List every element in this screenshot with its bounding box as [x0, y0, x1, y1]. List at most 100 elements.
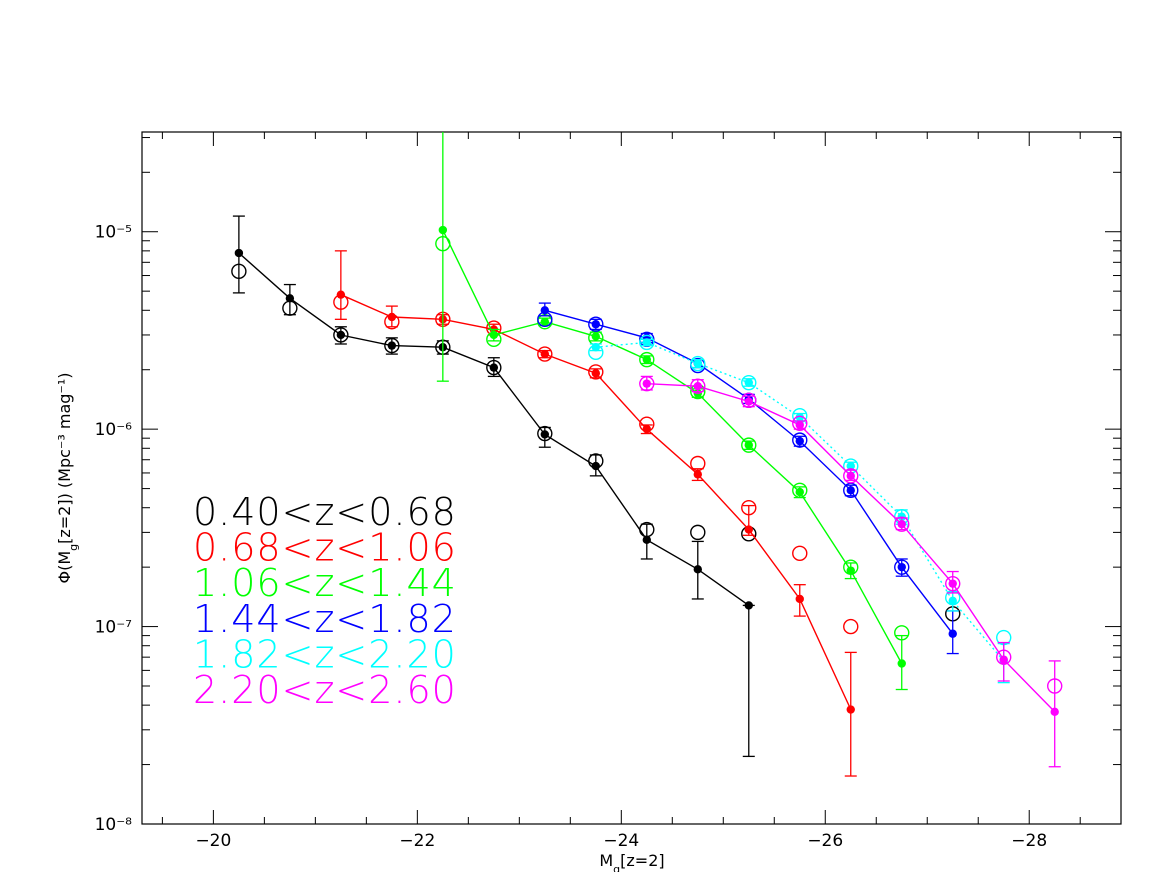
- filled-point: [234, 248, 244, 258]
- open-point: [945, 575, 961, 592]
- open-point: [1047, 678, 1063, 694]
- open-point: [894, 516, 910, 532]
- open-point: [792, 545, 808, 562]
- filled-point: [795, 436, 804, 446]
- filled-point: [591, 369, 601, 378]
- series-line: [442, 229, 903, 664]
- open-point: [333, 327, 349, 343]
- open-point: [537, 425, 553, 442]
- series-group: [231, 215, 961, 758]
- filled-point: [846, 471, 855, 481]
- y-tick-label: 10⁻⁵: [95, 223, 132, 243]
- open-point: [537, 346, 553, 362]
- filled-point: [540, 349, 550, 359]
- open-point: [741, 392, 757, 409]
- series-line: [544, 309, 954, 635]
- open-point: [639, 375, 655, 392]
- filled-point: [744, 397, 753, 406]
- legend-entry: 1.06<z<1.44: [193, 561, 457, 605]
- x-tick-label: −20: [195, 831, 231, 851]
- filled-point: [387, 312, 397, 322]
- open-point: [741, 374, 757, 391]
- open-point: [588, 316, 604, 332]
- filled-point: [795, 412, 804, 422]
- data-marks: [231, 132, 1063, 777]
- series-line: [595, 341, 1005, 662]
- filled-point: [795, 594, 804, 604]
- y-tick-label: 10⁻⁸: [95, 815, 133, 835]
- x-tick-label: −26: [807, 831, 843, 851]
- filled-point: [540, 317, 550, 326]
- filled-point: [642, 424, 651, 434]
- filled-point: [285, 294, 295, 303]
- open-point: [231, 263, 247, 280]
- filled-point: [846, 486, 855, 495]
- y-tick-label: 10⁻⁶: [95, 420, 133, 440]
- series-group: [639, 375, 1063, 768]
- legend-entry: 0.40<z<0.68: [193, 490, 457, 534]
- filled-point: [591, 343, 601, 352]
- open-point: [639, 334, 655, 351]
- open-point: [384, 337, 400, 354]
- filled-point: [387, 341, 397, 350]
- open-point: [792, 432, 808, 448]
- filled-point: [591, 461, 601, 471]
- open-point: [894, 559, 910, 575]
- filled-point: [540, 306, 550, 315]
- filled-point: [846, 705, 855, 714]
- legend-entry: 1.44<z<1.82: [193, 597, 457, 641]
- open-point: [690, 378, 706, 394]
- filled-point: [744, 378, 753, 387]
- legend-entry: 2.20<z<2.60: [193, 668, 457, 712]
- filled-point: [744, 525, 753, 534]
- x-tick-label: −22: [399, 831, 435, 851]
- filled-point: [591, 332, 601, 341]
- series-group: [537, 302, 959, 655]
- filled-point: [642, 379, 651, 388]
- filled-point: [540, 430, 550, 439]
- filled-point: [1050, 707, 1059, 717]
- x-axis-label: Mg[z=2]: [599, 851, 664, 872]
- x-tick-label: −24: [603, 831, 639, 851]
- open-point: [843, 618, 859, 635]
- legend-entry: 0.68<z<1.06: [193, 526, 457, 570]
- open-point: [639, 351, 655, 368]
- open-point: [435, 235, 451, 252]
- filled-point: [693, 382, 702, 391]
- open-point: [690, 355, 706, 372]
- filled-point: [489, 330, 499, 340]
- filled-point: [642, 535, 651, 545]
- open-point: [588, 364, 604, 380]
- filled-point: [948, 629, 957, 638]
- open-point: [741, 437, 757, 453]
- filled-point: [642, 338, 651, 347]
- legend: 0.40<z<0.680.68<z<1.061.06<z<1.441.44<z<…: [193, 490, 457, 712]
- x-tick-label: −28: [1011, 831, 1047, 851]
- open-point: [741, 500, 757, 516]
- plot-frame: [141, 131, 1122, 825]
- filled-point: [897, 562, 906, 572]
- open-point: [486, 359, 502, 376]
- filled-point: [693, 565, 702, 574]
- open-point: [792, 482, 808, 499]
- open-point: [996, 649, 1012, 665]
- filled-point: [438, 225, 448, 235]
- filled-point: [336, 290, 346, 299]
- filled-point: [693, 359, 702, 368]
- filled-point: [642, 355, 651, 364]
- open-point: [792, 415, 808, 432]
- y-axis-label: Φ(Mg[z=2]) (Mpc⁻³ mag⁻¹): [55, 372, 80, 583]
- filled-point: [795, 487, 804, 497]
- y-tick-label: 10⁻⁷: [95, 618, 133, 638]
- filled-point: [948, 579, 957, 588]
- filled-point: [897, 520, 906, 529]
- filled-point: [744, 601, 753, 610]
- filled-point: [795, 420, 804, 430]
- filled-point: [336, 330, 346, 340]
- filled-point: [948, 596, 957, 606]
- series-group: [435, 132, 910, 691]
- filled-point: [744, 440, 753, 450]
- filled-point: [693, 470, 702, 479]
- filled-point: [846, 461, 855, 471]
